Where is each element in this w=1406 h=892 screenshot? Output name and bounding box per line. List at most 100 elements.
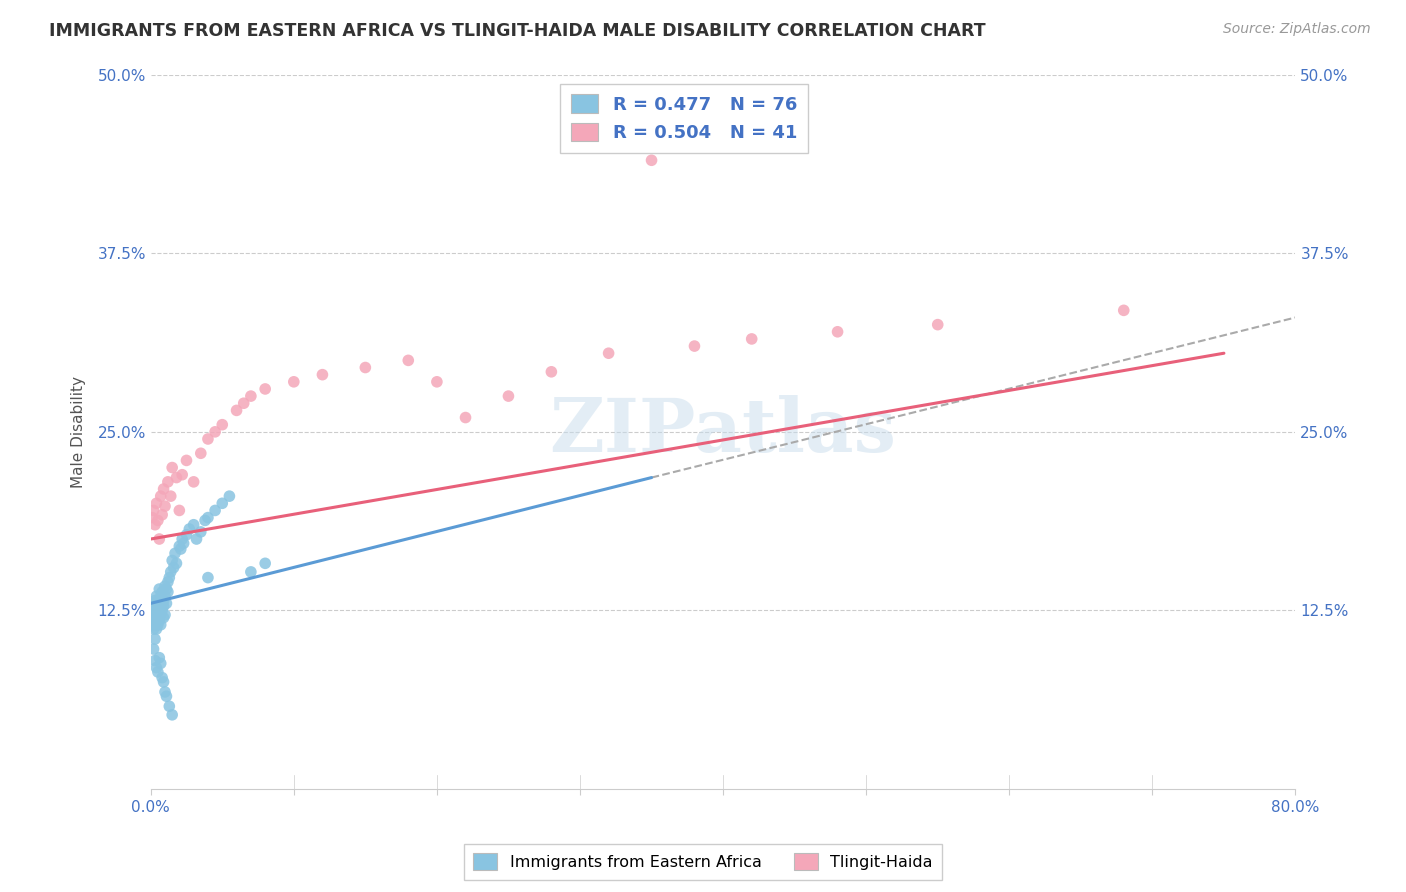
Point: [143, 607, 166, 622]
Point: [145, 496, 167, 510]
Text: IMMIGRANTS FROM EASTERN AFRICA VS TLINGIT-HAIDA MALE DISABILITY CORRELATION CHAR: IMMIGRANTS FROM EASTERN AFRICA VS TLINGI…: [49, 22, 986, 40]
Point: [194, 513, 217, 527]
Point: [190, 524, 212, 539]
Point: [150, 585, 173, 599]
Point: [179, 522, 201, 536]
Point: [153, 607, 176, 622]
Point: [197, 510, 219, 524]
Point: [169, 539, 191, 553]
Point: [153, 685, 176, 699]
Point: [150, 671, 173, 685]
Point: [169, 503, 191, 517]
Text: Source: ZipAtlas.com: Source: ZipAtlas.com: [1223, 22, 1371, 37]
Point: [354, 360, 377, 375]
Point: [156, 585, 179, 599]
Point: [149, 599, 172, 614]
Point: [927, 318, 949, 332]
Point: [148, 614, 170, 628]
Point: [143, 617, 166, 632]
Point: [142, 503, 165, 517]
Point: [152, 599, 174, 614]
Point: [143, 653, 166, 667]
Point: [190, 446, 212, 460]
Point: [153, 579, 176, 593]
Point: [173, 536, 195, 550]
Point: [211, 417, 233, 432]
Point: [141, 610, 163, 624]
Point: [148, 603, 170, 617]
Legend: R = 0.477   N = 76, R = 0.504   N = 41: R = 0.477 N = 76, R = 0.504 N = 41: [561, 84, 808, 153]
Point: [498, 389, 520, 403]
Point: [827, 325, 849, 339]
Point: [152, 675, 174, 690]
Point: [211, 496, 233, 510]
Point: [149, 489, 172, 503]
Point: [162, 560, 184, 574]
Point: [197, 571, 219, 585]
Point: [159, 565, 181, 579]
Point: [146, 599, 169, 614]
Point: [204, 425, 226, 439]
Point: [160, 460, 183, 475]
Point: [197, 432, 219, 446]
Point: [163, 546, 186, 560]
Point: [148, 596, 170, 610]
Point: [156, 475, 179, 489]
Point: [232, 396, 254, 410]
Point: [155, 690, 177, 704]
Point: [156, 574, 179, 589]
Point: [172, 467, 194, 482]
Point: [150, 508, 173, 522]
Point: [170, 542, 193, 557]
Point: [225, 403, 247, 417]
Point: [146, 513, 169, 527]
Point: [141, 617, 163, 632]
Point: [142, 596, 165, 610]
Point: [150, 596, 173, 610]
Point: [149, 589, 172, 603]
Point: [143, 517, 166, 532]
Point: [145, 660, 167, 674]
Point: [145, 589, 167, 603]
Point: [166, 470, 188, 484]
Point: [172, 532, 194, 546]
Point: [598, 346, 620, 360]
Point: [396, 353, 419, 368]
Point: [311, 368, 333, 382]
Point: [153, 589, 176, 603]
Point: [143, 599, 166, 614]
Point: [155, 596, 177, 610]
Point: [145, 603, 167, 617]
Point: [146, 665, 169, 679]
Point: [204, 503, 226, 517]
Point: [426, 375, 449, 389]
Point: [152, 482, 174, 496]
Point: [149, 617, 172, 632]
Point: [454, 410, 477, 425]
Point: [155, 582, 177, 596]
Point: [283, 375, 305, 389]
Point: [150, 603, 173, 617]
Point: [143, 632, 166, 646]
Point: [153, 499, 176, 513]
Point: [142, 603, 165, 617]
Point: [741, 332, 763, 346]
Point: [146, 617, 169, 632]
Point: [145, 610, 167, 624]
Point: [540, 365, 562, 379]
Point: [254, 382, 277, 396]
Point: [149, 607, 172, 622]
Point: [152, 610, 174, 624]
Point: [239, 565, 262, 579]
Point: [157, 571, 180, 585]
Point: [146, 607, 169, 622]
Point: [160, 707, 183, 722]
Point: [146, 614, 169, 628]
Text: ZIPatlas: ZIPatlas: [550, 395, 897, 468]
Point: [186, 532, 208, 546]
Point: [683, 339, 706, 353]
Point: [176, 527, 198, 541]
Point: [183, 475, 205, 489]
Point: [218, 489, 240, 503]
Point: [143, 593, 166, 607]
